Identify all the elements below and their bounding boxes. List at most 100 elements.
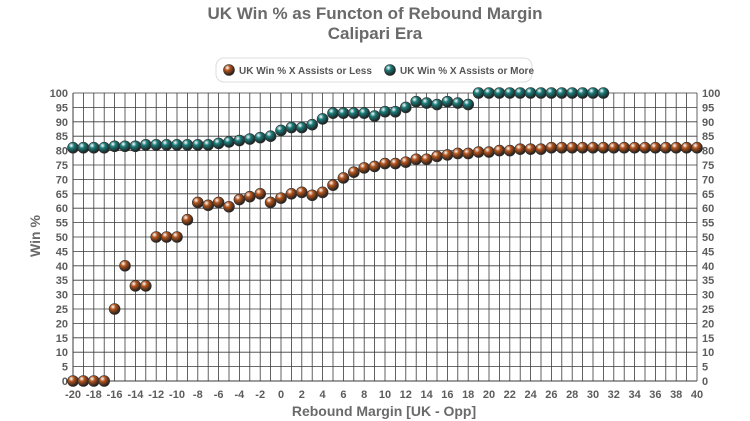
data-point [212, 196, 225, 209]
data-point [462, 98, 475, 111]
x-tick-label: 28 [566, 389, 578, 401]
x-tick-label: -2 [255, 389, 265, 401]
data-point [680, 141, 693, 154]
data-point [202, 139, 214, 151]
data-point [597, 141, 610, 154]
data-point [535, 87, 547, 99]
data-point [316, 186, 329, 199]
data-point [171, 231, 183, 243]
data-point [192, 139, 204, 151]
y-tick-label-left: 45 [56, 246, 68, 258]
data-point [379, 157, 391, 170]
data-point [171, 139, 183, 151]
data-point [659, 141, 672, 154]
x-tick-label: -20 [65, 389, 81, 401]
data-point [618, 141, 631, 154]
y-tick-label-right: 85 [702, 131, 714, 143]
y-axis-label: Win % [27, 215, 43, 257]
x-tick-label: 36 [649, 389, 661, 401]
data-point [254, 131, 267, 144]
data-point [264, 130, 277, 142]
data-point [441, 149, 454, 161]
x-tick-label: -6 [214, 389, 224, 401]
y-tick-label-right: 70 [702, 174, 714, 186]
data-point [576, 141, 589, 154]
y-tick-label-left: 20 [56, 318, 68, 330]
data-point [524, 87, 537, 99]
legend-label-assists-or-less: UK Win % X Assists or Less [239, 66, 372, 77]
x-tick-label: 12 [400, 389, 412, 401]
data-point [555, 87, 568, 99]
data-point [88, 375, 100, 387]
series-layer [67, 87, 703, 387]
data-point [451, 97, 464, 109]
data-point [119, 140, 131, 153]
data-point [628, 141, 641, 154]
data-point [337, 107, 350, 119]
data-point [244, 133, 256, 145]
y-tick-label-left: 60 [56, 203, 68, 215]
x-tick-label: 0 [278, 389, 284, 401]
data-point [77, 375, 90, 387]
data-point [150, 231, 162, 243]
data-point [233, 193, 246, 206]
data-point [389, 105, 402, 118]
y-tick-label-left: 65 [56, 189, 68, 201]
legend-marker-assists-or-less [223, 64, 235, 76]
data-point [503, 144, 516, 157]
y-tick-label-right: 45 [702, 246, 714, 258]
x-tick-label: 6 [340, 389, 346, 401]
data-point [98, 141, 110, 154]
data-point [441, 95, 454, 108]
data-point [295, 186, 308, 199]
y-tick-label-left: 30 [56, 290, 68, 302]
data-point [150, 139, 162, 151]
y-tick-label-right: 35 [702, 275, 714, 287]
data-point [514, 143, 527, 155]
y-tick-label-right: 0 [702, 376, 708, 388]
data-point [254, 188, 267, 200]
x-tick-label: 34 [628, 389, 641, 401]
data-point [285, 121, 298, 134]
data-point [212, 137, 225, 150]
data-point [202, 199, 214, 212]
y-tick-label-left: 50 [56, 232, 68, 244]
data-point [129, 280, 142, 292]
x-tick-label: 2 [299, 389, 305, 401]
series-assists-or-less [67, 141, 703, 387]
y-tick-label-right: 20 [702, 318, 714, 330]
data-point [316, 113, 329, 125]
chart-subtitle: Calipari Era [328, 24, 423, 43]
y-tick-label-left: 25 [56, 304, 68, 316]
data-point [493, 87, 506, 99]
data-point [140, 139, 152, 151]
data-point [275, 124, 287, 137]
y-tick-label-left: 35 [56, 275, 68, 287]
legend: UK Win % X Assists or Less UK Win % X As… [215, 57, 534, 83]
data-point [244, 190, 256, 203]
data-point [275, 192, 287, 204]
data-point [264, 196, 277, 209]
x-tick-label: 4 [320, 389, 327, 401]
x-tick-label: 8 [361, 389, 367, 401]
data-point [140, 280, 152, 292]
data-point [410, 95, 423, 108]
x-tick-label: -12 [148, 389, 164, 401]
x-tick-label: 32 [608, 389, 620, 401]
data-point [566, 141, 579, 154]
data-point [483, 146, 495, 158]
x-tick-label: 20 [483, 389, 495, 401]
data-point [295, 121, 308, 134]
data-point [420, 153, 433, 166]
data-point [358, 107, 371, 119]
x-tick-label: 26 [545, 389, 557, 401]
data-point [691, 141, 703, 154]
y-tick-label-right: 50 [702, 232, 714, 244]
data-point [639, 141, 651, 154]
data-point [483, 87, 495, 99]
data-point [545, 87, 558, 99]
legend-marker-assists-or-more [384, 64, 396, 76]
data-point [566, 87, 579, 99]
data-point [493, 144, 506, 157]
y-tick-label-right: 95 [702, 102, 714, 114]
